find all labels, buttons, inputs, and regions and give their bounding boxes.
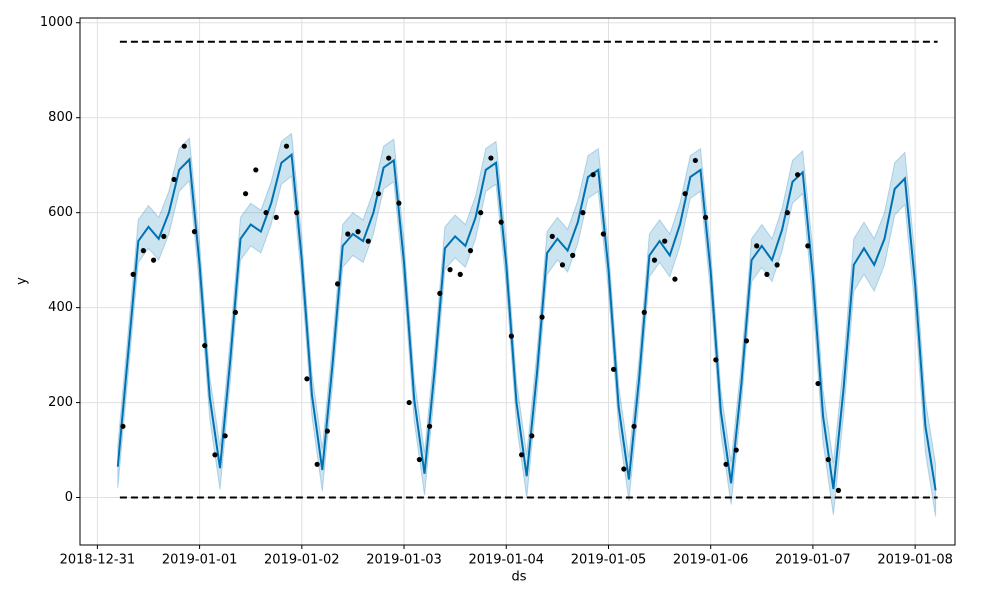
data-point	[794, 172, 801, 178]
data-point	[457, 271, 463, 277]
y-axis-label: y	[15, 277, 30, 285]
uncertainty-band	[117, 132, 937, 517]
data-point	[488, 155, 494, 161]
data-point	[447, 267, 453, 273]
data-point	[805, 243, 811, 249]
data-point	[610, 366, 617, 372]
data-point	[406, 399, 412, 406]
x-tick-label: 2019-01-06	[673, 553, 749, 568]
data-point	[242, 191, 249, 197]
data-point	[600, 231, 606, 237]
data-point	[161, 233, 167, 239]
data-point	[140, 248, 146, 254]
data-point	[478, 210, 484, 216]
x-tick-label: 2019-01-04	[468, 553, 544, 568]
data-point	[559, 262, 566, 268]
y-tick-label: 400	[48, 300, 73, 315]
data-point	[171, 176, 177, 183]
data-point	[263, 210, 269, 216]
data-point	[386, 155, 392, 161]
data-point	[324, 428, 330, 434]
data-point	[631, 423, 637, 429]
data-point	[232, 309, 238, 315]
data-point	[774, 262, 780, 268]
data-point	[764, 271, 770, 277]
data-point	[150, 257, 157, 263]
data-point	[702, 214, 709, 221]
data-point	[713, 357, 719, 363]
data-point	[467, 248, 474, 254]
data-point	[518, 452, 525, 458]
x-tick-label: 2019-01-07	[775, 553, 851, 568]
data-point	[580, 210, 586, 216]
data-point	[498, 219, 504, 225]
data-point	[355, 229, 361, 235]
data-point	[294, 210, 300, 216]
data-point	[334, 281, 341, 287]
data-point	[825, 456, 831, 463]
data-point	[743, 338, 750, 344]
data-point	[529, 433, 535, 439]
data-point	[539, 314, 545, 320]
data-point	[222, 433, 228, 439]
data-point	[692, 157, 698, 164]
x-axis-label: ds	[511, 570, 526, 585]
data-point	[345, 231, 351, 237]
data-point	[754, 243, 760, 249]
data-point	[416, 456, 422, 463]
y-tick-label: 200	[48, 395, 73, 410]
data-point	[641, 309, 647, 315]
data-point	[304, 376, 310, 382]
x-tick-label: 2018-12-31	[60, 553, 136, 568]
data-point	[426, 423, 433, 429]
data-point	[396, 200, 402, 206]
data-point	[508, 333, 514, 339]
data-point	[733, 447, 739, 453]
x-tick-label: 2019-01-02	[264, 553, 340, 568]
data-point	[253, 167, 259, 173]
y-tick-label: 0	[65, 490, 73, 505]
x-tick-label: 2019-01-08	[877, 553, 953, 568]
data-point	[191, 229, 198, 235]
y-tick-label: 1000	[40, 15, 73, 30]
data-point	[570, 252, 576, 258]
x-tick-label: 2019-01-01	[162, 553, 238, 568]
data-point	[815, 380, 821, 387]
data-point	[120, 423, 126, 429]
data-point	[590, 172, 596, 178]
data-point	[181, 143, 187, 149]
y-tick-label: 600	[48, 205, 73, 220]
data-point	[682, 191, 688, 197]
data-point	[283, 143, 290, 149]
data-point	[273, 214, 279, 221]
data-point	[314, 461, 320, 467]
data-point	[437, 290, 443, 296]
data-point	[365, 238, 371, 244]
x-tick-label: 2019-01-05	[571, 553, 647, 568]
data-point	[672, 276, 678, 282]
data-point	[662, 238, 668, 244]
data-point	[723, 461, 729, 467]
data-point	[202, 342, 208, 349]
data-point	[651, 257, 658, 263]
data-point	[212, 452, 218, 458]
data-point	[784, 210, 790, 216]
plot-frame	[79, 17, 956, 546]
x-tick-label: 2019-01-03	[366, 553, 442, 568]
data-point	[835, 487, 842, 494]
y-tick-label: 800	[48, 110, 73, 125]
data-point	[130, 271, 136, 277]
data-point	[375, 191, 382, 197]
data-point	[549, 233, 555, 239]
data-point	[621, 466, 627, 472]
